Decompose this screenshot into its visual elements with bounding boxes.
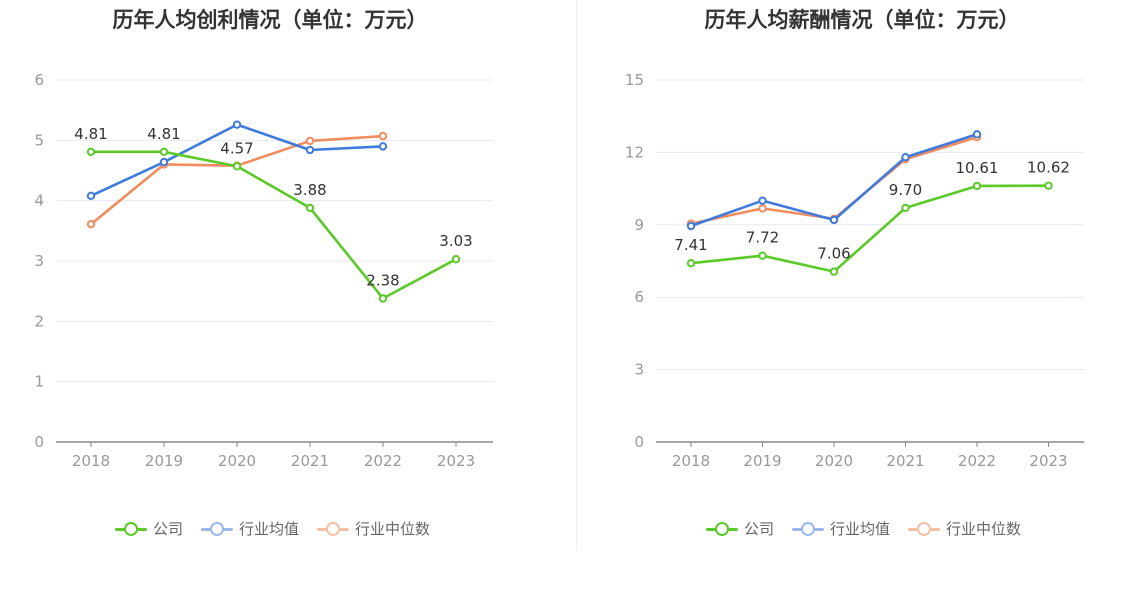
y-tick-label: 3 [34, 252, 44, 270]
legend-label-industry-median: 行业中位数 [355, 520, 431, 538]
data-label: 3.88 [293, 181, 326, 199]
profit-chart-title: 历年人均创利情况（单位：万元） [112, 8, 428, 32]
data-point-industry-avg[interactable] [86, 191, 96, 201]
legend-item-company[interactable]: 公司 [706, 518, 774, 539]
legend-marker-company [115, 521, 147, 537]
data-point-industry-avg[interactable] [758, 196, 767, 205]
data-point-company[interactable] [232, 162, 242, 171]
y-tick-label: 0 [34, 433, 44, 451]
legend-item-industry-median[interactable]: 行业中位数 [908, 518, 1021, 539]
x-tick-label: 2021 [886, 452, 924, 470]
y-tick-label: 0 [634, 433, 644, 451]
legend-marker-industry-median [908, 521, 941, 537]
data-label: 4.57 [220, 139, 253, 157]
x-tick-label: 2023 [437, 452, 475, 470]
data-point-company[interactable] [305, 203, 315, 213]
data-label: 10.62 [1027, 159, 1070, 177]
legend-item-industry-median[interactable]: 行业中位数 [317, 518, 430, 539]
series-line-industry-avg [690, 133, 978, 228]
legend-marker-industry-avg [792, 521, 825, 537]
x-tick-label: 2019 [145, 452, 183, 470]
legend-label-industry-avg: 行业均值 [239, 520, 300, 538]
data-point-company[interactable] [451, 254, 461, 264]
legend-item-industry-avg[interactable]: 行业均值 [792, 518, 890, 539]
data-point-company[interactable] [758, 251, 767, 260]
data-label: 3.03 [439, 232, 472, 250]
profit-legend: 公司 行业均值 行业中位数 [115, 518, 430, 539]
y-tick-label: 3 [634, 361, 644, 379]
data-label: 10.61 [956, 159, 999, 177]
profit-line-chart: 0 1 2 3 4 5 6 2018 2019 2020 2021 2022 2023 4.81 4.81 4… [34, 71, 493, 470]
legend-label-company: 公司 [153, 520, 184, 538]
y-tick-label: 1 [34, 373, 44, 391]
data-point-industry-median[interactable] [86, 219, 96, 229]
chart-divider [576, 0, 577, 550]
data-label: 9.70 [889, 181, 922, 199]
data-point-industry-avg[interactable] [829, 215, 839, 225]
x-tick-label: 2018 [672, 452, 710, 470]
legend-marker-industry-median [317, 521, 350, 537]
data-label: 2.38 [366, 271, 399, 289]
legend-label-company: 公司 [744, 520, 775, 538]
legend-item-industry-avg[interactable]: 行业均值 [201, 518, 299, 539]
data-point-company[interactable] [972, 181, 982, 191]
data-point-industry-median[interactable] [305, 136, 315, 146]
data-point-industry-avg[interactable] [305, 145, 315, 155]
series-line-company [91, 150, 457, 300]
salary-chart-title: 历年人均薪酬情况（单位：万元） [704, 8, 1020, 32]
data-point-company[interactable] [378, 294, 388, 303]
series-line-company [690, 184, 1049, 273]
legend-marker-company [706, 521, 738, 537]
data-point-industry-avg[interactable] [378, 142, 388, 151]
data-point-industry-avg[interactable] [686, 221, 696, 231]
data-label: 7.72 [746, 229, 779, 247]
data-label: 4.81 [74, 125, 107, 143]
data-point-industry-median[interactable] [758, 204, 767, 213]
y-tick-label: 5 [34, 131, 44, 149]
legend-label-industry-median: 行业中位数 [946, 520, 1022, 538]
x-tick-label: 2020 [218, 452, 256, 470]
x-tick-label: 2020 [815, 452, 853, 470]
data-point-company[interactable] [901, 203, 910, 213]
y-tick-label: 6 [34, 71, 44, 89]
data-point-industry-avg[interactable] [972, 130, 982, 139]
data-point-company[interactable] [829, 267, 839, 276]
x-tick-label: 2022 [364, 452, 402, 470]
legend-item-company[interactable]: 公司 [115, 518, 183, 539]
salary-line-chart: 0 3 6 9 12 15 2018 2019 2020 2021 2022 2023 7.41 7.72… [625, 71, 1084, 470]
data-point-company[interactable] [1044, 181, 1053, 190]
y-tick-label: 2 [34, 312, 44, 330]
x-tick-label: 2022 [958, 452, 996, 470]
x-tick-label: 2023 [1029, 452, 1067, 470]
data-point-company[interactable] [159, 147, 169, 156]
data-point-industry-avg[interactable] [901, 153, 910, 162]
data-label: 4.81 [147, 125, 180, 143]
legend-marker-industry-avg [201, 521, 234, 537]
x-tick-label: 2018 [72, 452, 110, 470]
legend-label-industry-avg: 行业均值 [830, 520, 891, 538]
data-point-industry-avg[interactable] [232, 120, 242, 129]
series-line-industry-avg [90, 123, 384, 198]
y-tick-label: 15 [625, 71, 644, 89]
y-tick-label: 4 [34, 192, 44, 210]
data-point-company[interactable] [86, 147, 96, 156]
salary-legend: 公司 行业均值 行业中位数 [706, 518, 1021, 539]
data-label: 7.06 [817, 245, 850, 263]
y-tick-label: 6 [634, 288, 644, 306]
data-label: 7.41 [674, 236, 707, 254]
data-point-industry-avg[interactable] [159, 157, 169, 167]
y-tick-label: 9 [634, 216, 644, 234]
data-point-company[interactable] [686, 258, 696, 268]
x-tick-label: 2021 [291, 452, 329, 470]
data-point-industry-median[interactable] [378, 131, 388, 141]
y-tick-label: 12 [625, 143, 644, 161]
x-tick-label: 2019 [743, 452, 781, 470]
